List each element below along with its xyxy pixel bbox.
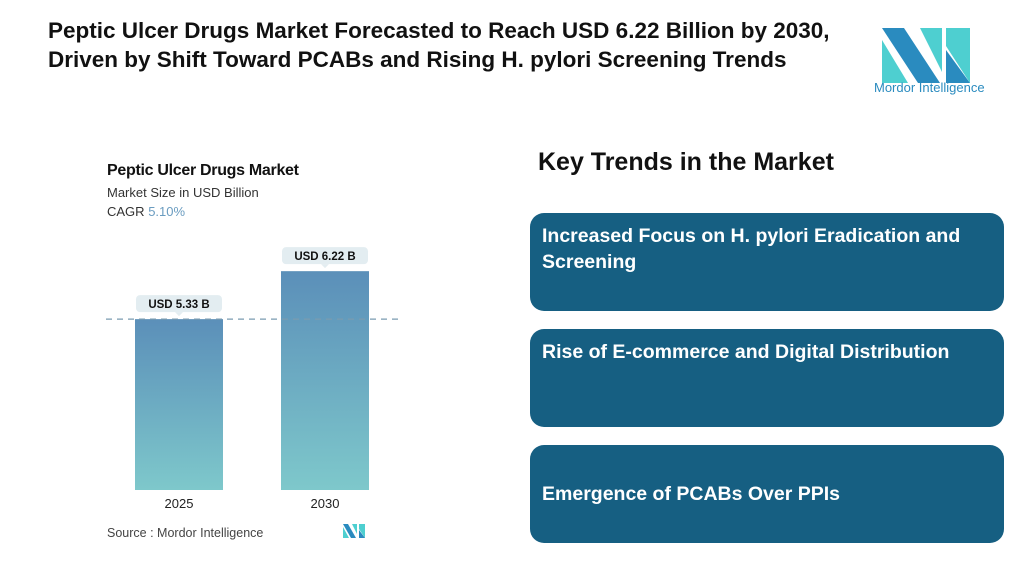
bar-chart: USD 5.33 B 2025 USD 6.22 B 2030 (106, 247, 400, 511)
chart-subtitle: Market Size in USD Billion (107, 185, 259, 200)
cagr-value: 5.10% (148, 204, 186, 219)
trends-title: Key Trends in the Market (538, 148, 834, 176)
x-tick-label: 2030 (311, 496, 340, 511)
source: Source : Mordor Intelligence (107, 526, 263, 540)
data-label: USD 6.22 B (294, 251, 355, 263)
data-label-bg (282, 247, 368, 265)
trend-card-3: Emergence of PCABs Over PPIs (530, 445, 1004, 543)
mordor-small-logo-icon (343, 524, 365, 538)
cagr-label: CAGR (107, 204, 145, 219)
data-label: USD 5.33 B (148, 299, 209, 311)
bar-2030 (281, 271, 369, 490)
logo-text: Mordor Intelligence (874, 80, 985, 95)
trend-text: Increased Focus on H. pylori Eradication… (542, 225, 961, 273)
trend-card-2: Rise of E-commerce and Digital Distribut… (530, 329, 1004, 427)
page-title: Peptic Ulcer Drugs Market Forecasted to … (48, 18, 830, 72)
cagr: CAGR 5.10% (107, 204, 185, 219)
trend-text: Emergence of PCABs Over PPIs (542, 483, 841, 505)
data-label-pointer (321, 264, 329, 269)
data-label-bg (136, 295, 222, 313)
chart-title: Peptic Ulcer Drugs Market (107, 162, 299, 179)
data-label-pointer (175, 312, 183, 317)
trend-text: Rise of E-commerce and Digital Distribut… (542, 341, 950, 363)
mordor-logo-icon (882, 28, 970, 83)
source-label: Source : (107, 526, 154, 540)
trend-card-1: Increased Focus on H. pylori Eradication… (530, 213, 1004, 311)
source-value: Mordor Intelligence (157, 526, 264, 540)
bar-2025 (135, 319, 223, 490)
x-tick-label: 2025 (165, 496, 194, 511)
